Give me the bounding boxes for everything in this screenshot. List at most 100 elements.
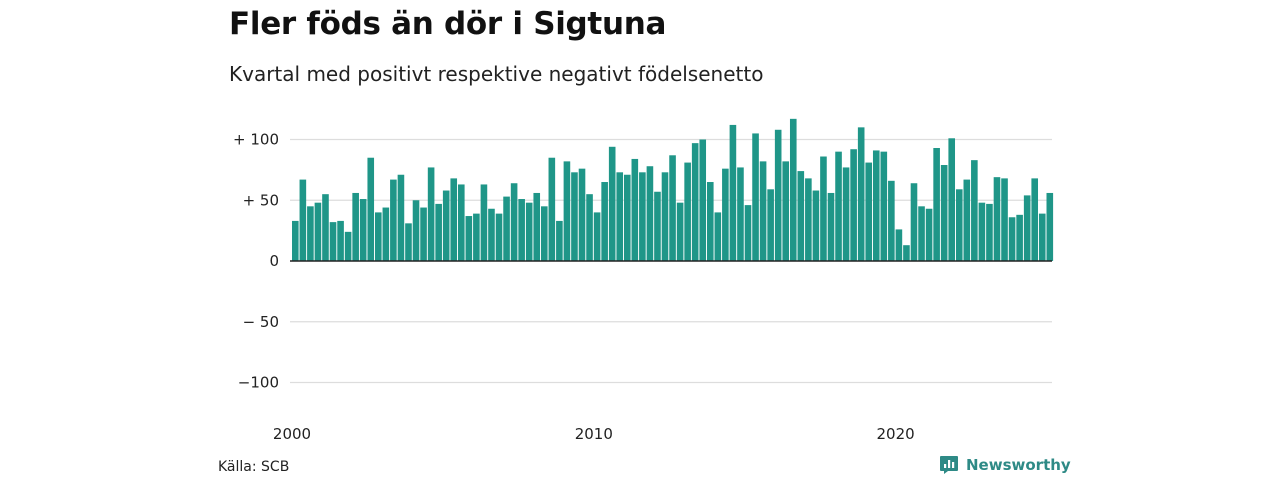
bar — [759, 161, 767, 261]
bar — [631, 158, 639, 261]
bar — [684, 162, 691, 261]
bar — [608, 146, 616, 261]
x-tick-label: 2000 — [273, 425, 311, 443]
bar — [344, 231, 352, 261]
y-axis-ticks: + 100 + 50 0 − 50 −100 — [233, 131, 279, 392]
chart-subtitle: Kvartal med positivt respektive negativt… — [229, 62, 764, 86]
bar — [993, 177, 1001, 261]
gridlines — [290, 138, 1052, 384]
bar — [744, 205, 752, 261]
bar — [872, 150, 880, 262]
brand-logo[interactable]: Newsworthy — [939, 455, 1071, 475]
bar — [450, 178, 458, 261]
bar — [329, 222, 337, 261]
bar — [1038, 213, 1046, 262]
bar — [699, 139, 707, 261]
bar — [427, 167, 435, 261]
bar — [1001, 178, 1008, 261]
bar — [405, 223, 412, 261]
bar — [888, 180, 895, 261]
bar — [940, 165, 948, 261]
bar — [963, 179, 971, 261]
bar — [948, 138, 956, 261]
bar — [382, 207, 390, 261]
bar — [676, 202, 684, 261]
bar — [442, 190, 450, 261]
x-tick-label: 2020 — [877, 425, 915, 443]
bar — [1046, 192, 1054, 261]
bar — [646, 166, 654, 261]
bar — [292, 220, 299, 262]
y-tick-label: − 50 — [243, 313, 279, 331]
bar — [654, 191, 661, 262]
bar — [525, 202, 533, 261]
bar — [933, 148, 940, 261]
bar — [593, 212, 601, 261]
bar — [1008, 217, 1016, 261]
bar — [880, 151, 888, 261]
bar — [827, 192, 835, 261]
x-axis-ticks: 2000 2010 2020 — [273, 425, 915, 443]
bar — [397, 174, 405, 262]
bar — [480, 184, 488, 261]
brand-name: Newsworthy — [966, 456, 1071, 474]
bar — [797, 171, 805, 261]
bar — [601, 182, 608, 261]
bar — [895, 229, 903, 261]
bar — [337, 220, 344, 262]
bar — [375, 212, 382, 261]
bar — [857, 127, 865, 261]
bar — [563, 161, 571, 261]
bar — [925, 208, 933, 261]
y-tick-label: + 100 — [233, 131, 279, 149]
bar — [737, 167, 744, 261]
bar — [842, 167, 850, 261]
bar — [910, 183, 918, 261]
bar — [540, 206, 548, 261]
bar — [412, 200, 420, 261]
bar — [495, 213, 503, 262]
x-tick-label: 2010 — [575, 425, 613, 443]
bar — [835, 151, 842, 261]
y-tick-label: 0 — [269, 252, 279, 270]
bar — [473, 213, 480, 262]
bar — [314, 202, 322, 261]
bar — [533, 192, 541, 261]
bar — [820, 156, 827, 261]
bar — [865, 162, 873, 261]
bar — [774, 129, 782, 261]
bar — [1031, 178, 1039, 261]
bar — [691, 143, 699, 261]
bar — [971, 160, 978, 261]
bar — [782, 161, 790, 261]
bar — [669, 155, 676, 261]
bar — [955, 189, 963, 261]
bar — [805, 178, 812, 261]
bar — [307, 206, 314, 261]
bar — [420, 207, 427, 261]
bar — [488, 208, 495, 261]
bar — [752, 133, 759, 262]
bar — [352, 192, 359, 261]
bar — [367, 157, 375, 261]
bar — [812, 190, 820, 261]
bar — [578, 168, 586, 261]
source-note: Källa: SCB — [218, 459, 290, 475]
y-tick-label: −100 — [238, 374, 279, 392]
bar — [586, 194, 593, 262]
bar — [722, 168, 729, 261]
bar — [390, 179, 397, 261]
bar — [789, 118, 797, 261]
bar — [322, 194, 329, 262]
y-tick-label: + 50 — [243, 191, 279, 209]
bar — [616, 172, 624, 262]
bar — [359, 199, 367, 261]
bar — [510, 183, 518, 261]
bar — [556, 220, 563, 262]
bar — [1016, 214, 1023, 261]
bar — [571, 172, 578, 262]
bar — [903, 245, 910, 261]
bar — [503, 196, 510, 261]
bar — [435, 203, 442, 261]
